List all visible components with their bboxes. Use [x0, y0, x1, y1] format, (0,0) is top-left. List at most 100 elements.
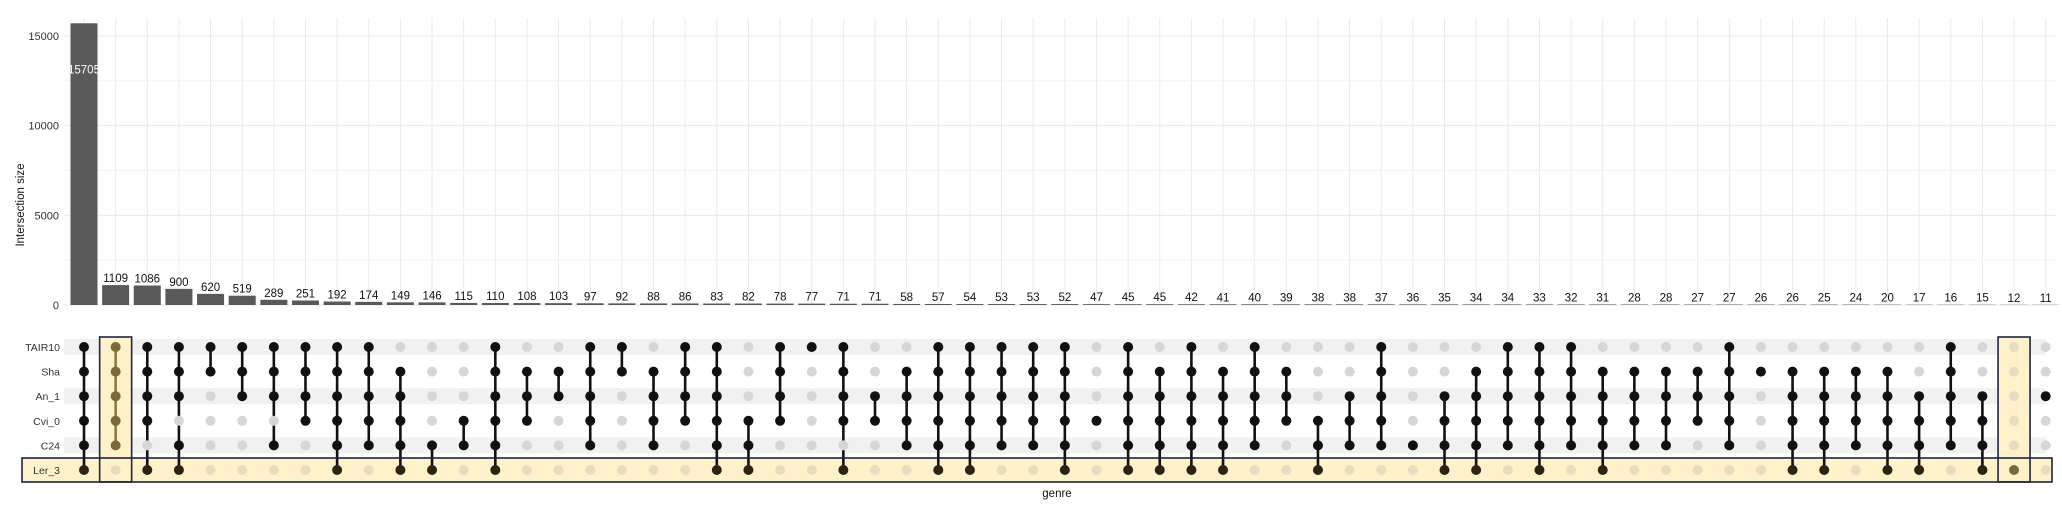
matrix-dot-active [300, 391, 311, 402]
intersection-bar [481, 303, 509, 305]
matrix-dot-inactive [521, 440, 532, 451]
matrix-dot-inactive [1629, 342, 1640, 352]
matrix-dot-active [1439, 440, 1450, 451]
matrix-dot-inactive [1755, 440, 1766, 451]
y-axis-title: Intersection size [15, 163, 27, 246]
matrix-dot-active [1914, 391, 1925, 402]
matrix-dot-inactive [553, 342, 564, 352]
matrix-dot-active [1154, 391, 1165, 402]
bar-value-label: 54 [964, 292, 977, 304]
bar-value-label: 35 [1438, 292, 1451, 304]
matrix-dot-inactive [870, 465, 880, 475]
matrix-dot-active [743, 415, 754, 426]
bar-value-label: 25 [1818, 293, 1831, 305]
matrix-dot-active [1249, 391, 1260, 402]
matrix-dot-inactive [553, 415, 564, 426]
matrix-dot-inactive [1850, 465, 1861, 475]
matrix-dot-active [585, 440, 596, 451]
bar-value-label: 53 [995, 292, 1008, 304]
matrix-dot-active [363, 366, 374, 377]
matrix-dot-active [743, 465, 754, 475]
matrix-dot-active [2009, 465, 2020, 475]
intersection-bar [1304, 304, 1332, 305]
matrix-dot-inactive [680, 440, 691, 451]
matrix-layer [79, 342, 2051, 475]
intersection-bar [829, 303, 857, 305]
matrix-dot-active [743, 440, 754, 451]
matrix-dot-inactive [237, 415, 248, 426]
matrix-dot-active [79, 391, 89, 402]
matrix-dot-active [332, 366, 343, 377]
intersection-bar [861, 303, 889, 305]
bar-value-label: 47 [1090, 292, 1103, 304]
bar-value-label: 12 [2008, 293, 2021, 305]
matrix-dot-active [1154, 440, 1165, 451]
matrix-dot-active [1914, 465, 1925, 475]
matrix-dot-active [1249, 342, 1260, 352]
set-label: TAIR10 [25, 342, 60, 354]
matrix-dot-active [711, 391, 722, 402]
matrix-dot-inactive [1218, 342, 1229, 352]
matrix-dot-inactive [458, 391, 469, 402]
matrix-dot-active [775, 366, 786, 377]
matrix-dot-active [268, 342, 279, 352]
matrix-dot-active [1692, 415, 1703, 426]
bar-value-label: 26 [1755, 293, 1768, 305]
matrix-dot-active [1850, 415, 1861, 426]
bar-value-label: 115 [455, 291, 473, 303]
intersection-bar [640, 303, 668, 305]
set-label: Ler_3 [33, 465, 60, 477]
matrix-dot-active [1597, 415, 1608, 426]
matrix-dot-active [173, 366, 184, 377]
matrix-dot-active [870, 391, 880, 402]
matrix-dot-inactive [2009, 415, 2020, 426]
matrix-dot-active [1629, 391, 1640, 402]
intersection-bar [1589, 304, 1617, 305]
matrix-dot-active [1661, 391, 1671, 402]
intersection-bar [228, 295, 256, 305]
matrix-dot-active [1123, 342, 1134, 352]
matrix-dot-active [1186, 465, 1197, 475]
matrix-dot-active [901, 415, 912, 426]
highlight-column-border [1997, 336, 2031, 483]
matrix-dot-active [1629, 415, 1640, 426]
matrix-dot-active [775, 342, 786, 352]
matrix-dot-inactive [521, 465, 532, 475]
matrix-dot-active [1312, 415, 1323, 426]
matrix-dot-active [1123, 465, 1134, 475]
bar-value-label: 83 [710, 292, 723, 304]
matrix-dot-active [711, 465, 722, 475]
matrix-dot-inactive [363, 465, 374, 475]
bar-value-label: 45 [1153, 292, 1166, 304]
set-label: Cvi_0 [33, 416, 60, 428]
matrix-dot-active [964, 366, 975, 377]
matrix-dot-inactive [427, 415, 438, 426]
matrix-dot-active [1218, 440, 1229, 451]
bar-value-label: 36 [1406, 292, 1419, 304]
matrix-dot-active [1724, 391, 1735, 402]
y-tick-label: 10000 [28, 121, 59, 133]
matrix-dot-active [300, 366, 311, 377]
matrix-dot-inactive [205, 465, 216, 475]
matrix-dot-active [1977, 465, 1988, 475]
matrix-dot-active [1471, 366, 1482, 377]
matrix-dot-active [838, 465, 849, 475]
matrix-dot-inactive [1661, 465, 1671, 475]
matrix-dot-active [1566, 366, 1577, 377]
matrix-dot-active [1661, 366, 1671, 377]
matrix-dot-inactive [1724, 465, 1735, 475]
bar-value-label: 28 [1660, 292, 1673, 304]
matrix-dot-active [1914, 415, 1925, 426]
matrix-dot-active [1502, 366, 1513, 377]
matrix-dot-inactive [1787, 342, 1798, 352]
matrix-dot-inactive [838, 440, 849, 451]
matrix-dot-active [648, 366, 659, 377]
matrix-dot-active [1471, 391, 1482, 402]
matrix-dot-active [332, 391, 343, 402]
intersection-bar [1431, 304, 1459, 305]
matrix-dot-active [806, 342, 817, 352]
matrix-dot-inactive [1755, 391, 1766, 402]
matrix-dot-inactive [870, 342, 880, 352]
matrix-dot-active [1186, 366, 1197, 377]
matrix-dot-active [173, 342, 184, 352]
